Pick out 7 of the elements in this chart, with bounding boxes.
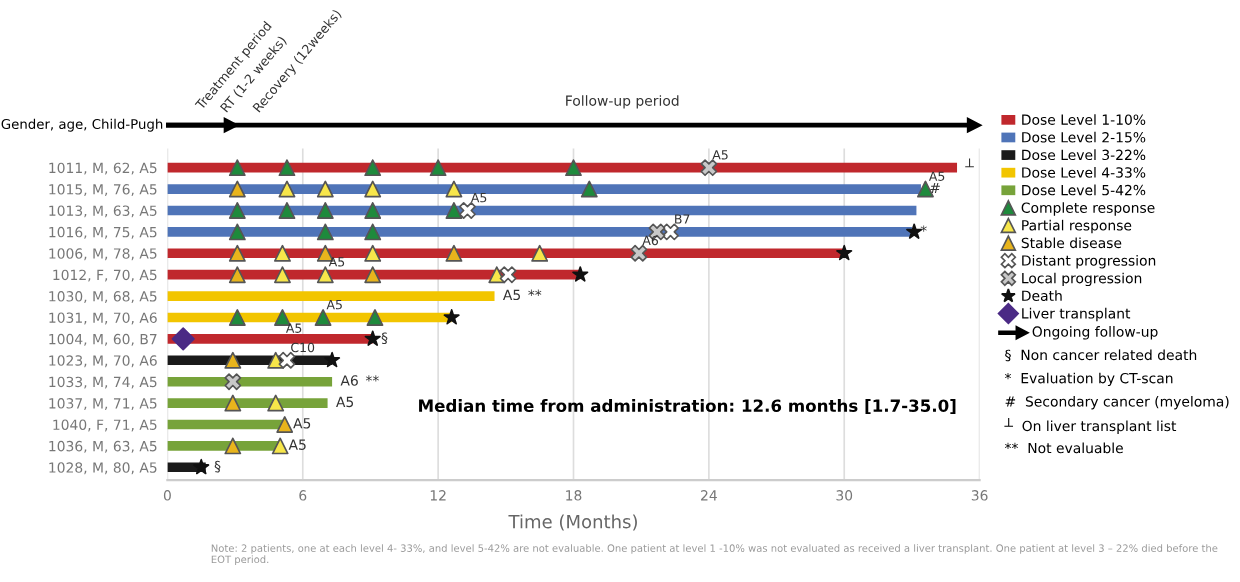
x-axis-title: Time (Months): [508, 514, 637, 531]
bar: [167, 248, 845, 259]
bar: [167, 227, 912, 237]
annotation: Median time from administration: 12.6 months [1.7-35.0]: [419, 399, 956, 414]
bar: [167, 184, 921, 194]
bar: [167, 291, 495, 301]
bar: [167, 376, 333, 387]
